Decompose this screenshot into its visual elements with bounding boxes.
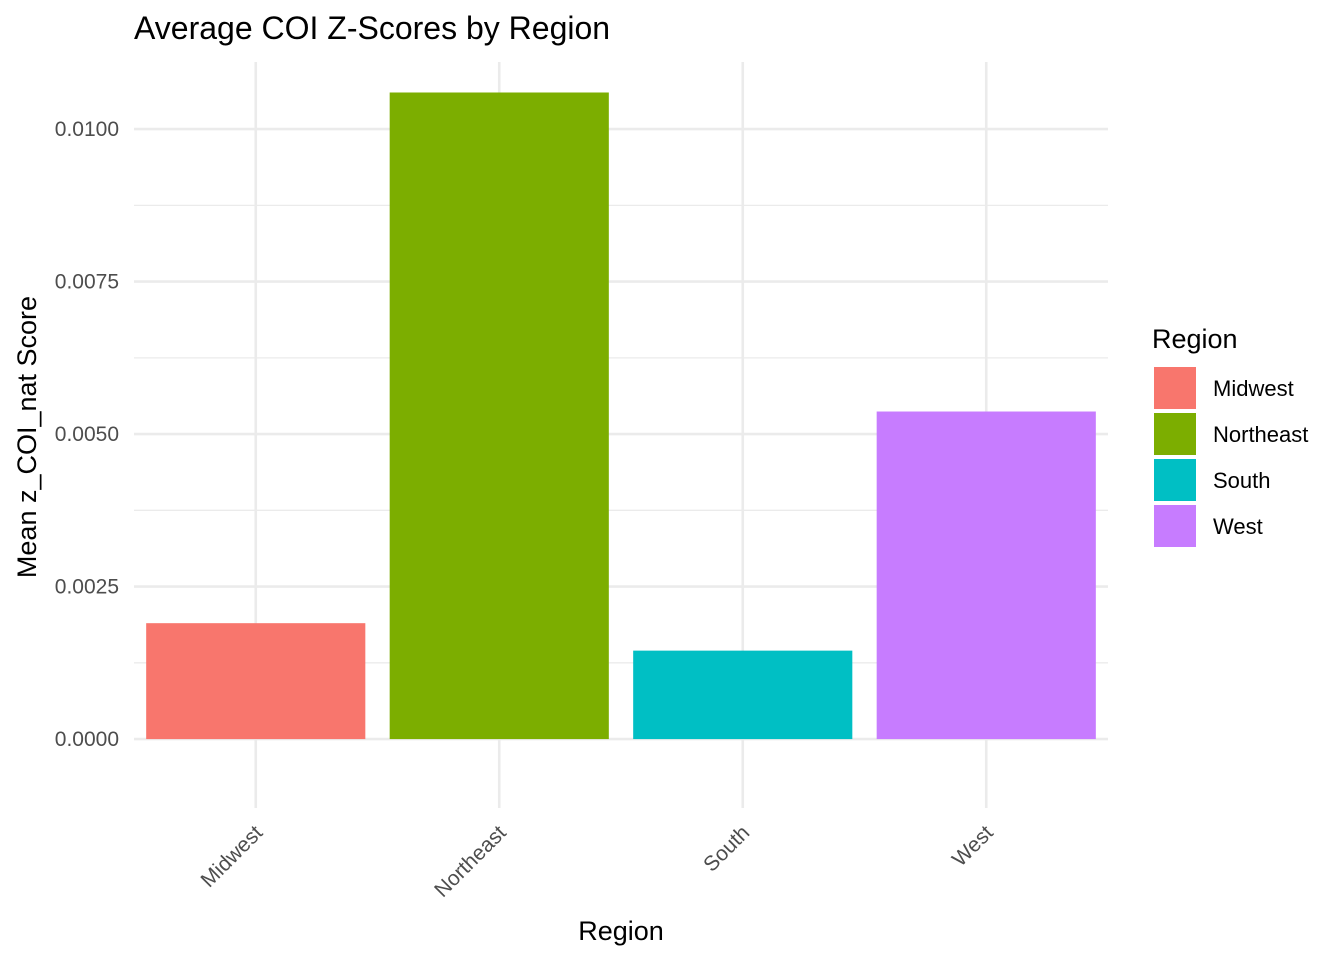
y-tick-label: 0.0000 xyxy=(55,728,119,751)
x-tick-label: West xyxy=(948,821,998,871)
x-axis-title: Region xyxy=(578,916,664,946)
y-tick-label: 0.0025 xyxy=(55,576,119,599)
legend-label-northeast: Northeast xyxy=(1213,422,1308,447)
x-tick-label: South xyxy=(699,821,754,876)
bars xyxy=(146,92,1096,740)
y-tick-label: 0.0075 xyxy=(55,271,119,294)
y-axis-title: Mean z_COI_nat Score xyxy=(12,296,42,578)
y-tick-label: 0.0050 xyxy=(55,423,119,446)
x-tick-label: Midwest xyxy=(197,821,268,892)
legend-label-midwest: Midwest xyxy=(1213,376,1294,401)
legend-key-northeast xyxy=(1154,413,1196,455)
legend-title: Region xyxy=(1152,324,1238,354)
legend-key-midwest xyxy=(1154,367,1196,409)
bar-south xyxy=(633,650,853,740)
bar-west xyxy=(876,411,1096,740)
legend: Region Midwest Northeast South West xyxy=(1152,324,1308,547)
legend-label-west: West xyxy=(1213,514,1263,539)
y-tick-label: 0.0100 xyxy=(55,118,119,141)
legend-label-south: South xyxy=(1213,468,1271,493)
bar-midwest xyxy=(146,623,366,740)
chart-title: Average COI Z-Scores by Region xyxy=(134,10,610,46)
bar-northeast xyxy=(389,92,609,740)
legend-key-south xyxy=(1154,459,1196,501)
x-axis-ticks: Midwest Northeast South West xyxy=(197,821,998,902)
legend-items: Midwest Northeast South West xyxy=(1154,367,1308,547)
x-tick-label: Northeast xyxy=(430,821,511,902)
legend-key-west xyxy=(1154,505,1196,547)
y-axis-ticks: 0.0000 0.0025 0.0050 0.0075 0.0100 xyxy=(55,118,119,751)
